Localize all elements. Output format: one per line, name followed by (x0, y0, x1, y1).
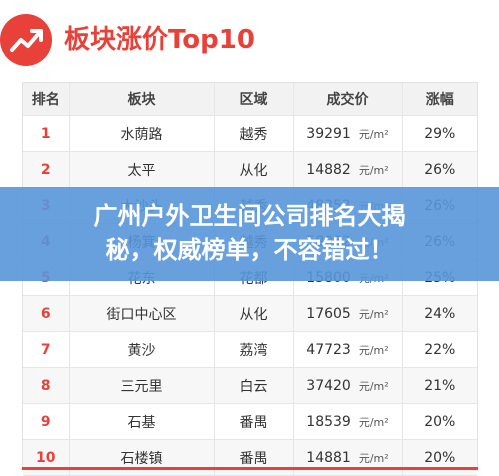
price-cell: 47723 元/m² (293, 331, 403, 368)
block-cell: 街口中心区 (69, 295, 215, 332)
rise-cell: 22% (402, 331, 477, 368)
price-cell: 14881 元/m² (293, 439, 403, 476)
area-cell: 白云 (214, 367, 294, 404)
rise-cell: 24% (402, 295, 477, 332)
table-row: 8 三元里 白云 37420 元/m² 21% (23, 367, 477, 404)
price-cell: 39291 元/m² (293, 115, 403, 152)
area-cell: 从化 (214, 295, 294, 332)
price-unit: 元/m² (358, 163, 389, 177)
banner-headline-line-2: 秘，权威榜单，不容错过！ (105, 236, 394, 264)
rise-cell: 29% (402, 115, 477, 152)
column-header-price: 成交价 (293, 83, 403, 116)
price-cell: 18539 元/m² (293, 403, 403, 440)
price-value: 14882 (306, 161, 351, 178)
area-cell: 番禺 (214, 403, 294, 440)
rank-cell: 8 (23, 367, 70, 404)
area-cell: 番禺 (214, 439, 294, 476)
price-value: 47723 (306, 341, 351, 358)
price-value: 39291 (306, 125, 351, 142)
table-row: 7 黄沙 荔湾 47723 元/m² 22% (23, 331, 477, 368)
block-cell: 三元里 (69, 367, 215, 404)
column-header-block: 板块 (69, 83, 215, 116)
price-value: 18539 (306, 413, 351, 430)
price-unit: 元/m² (358, 127, 389, 141)
table-row: 1 水荫路 越秀 39291 元/m² 29% (23, 115, 477, 152)
table-row: 6 街口中心区 从化 17605 元/m² 24% (23, 295, 477, 332)
price-cell: 37420 元/m² (293, 367, 403, 404)
block-cell: 黄沙 (69, 331, 215, 368)
rank-cell: 10 (23, 439, 70, 476)
table-row: 2 太平 从化 14882 元/m² 26% (23, 151, 477, 188)
rise-cell: 20% (402, 403, 477, 440)
page-title: 板块涨价Top10 (64, 25, 255, 55)
rank-cell: 9 (23, 403, 70, 440)
price-unit: 元/m² (358, 379, 389, 393)
price-unit: 元/m² (358, 415, 389, 429)
price-value: 17605 (306, 305, 351, 322)
rise-cell: 20% (402, 439, 477, 476)
column-header-rank: 排名 (23, 83, 70, 116)
rank-cell: 6 (23, 295, 70, 332)
rise-cell: 21% (402, 367, 477, 404)
table-row: 10 石楼镇 番禺 14881 元/m² 20% (23, 439, 477, 476)
rise-cell: 26% (402, 151, 477, 188)
column-header-rise: 涨幅 (402, 83, 477, 116)
rank-cell: 7 (23, 331, 70, 368)
overlay-banner: 广州户外卫生间公司排名大揭 秘，权威榜单，不容错过！ (0, 187, 499, 281)
price-unit: 元/m² (358, 307, 389, 321)
trend-up-icon (0, 14, 52, 66)
bottom-accent-bar (22, 467, 478, 470)
price-value: 37420 (306, 377, 351, 394)
banner-headline-line-1: 广州户外卫生间公司排名大揭 (93, 202, 406, 230)
area-cell: 从化 (214, 151, 294, 188)
block-cell: 太平 (69, 151, 215, 188)
rank-cell: 1 (23, 115, 70, 152)
price-unit: 元/m² (358, 343, 389, 357)
rank-cell: 2 (23, 151, 70, 188)
block-cell: 石基 (69, 403, 215, 440)
price-value: 14881 (306, 449, 351, 466)
table-header-row: 排名 板块 区域 成交价 涨幅 (23, 83, 477, 116)
area-cell: 荔湾 (214, 331, 294, 368)
block-cell: 水荫路 (69, 115, 215, 152)
table-row: 9 石基 番禺 18539 元/m² 20% (23, 403, 477, 440)
header: 板块涨价Top10 (0, 0, 499, 82)
price-unit: 元/m² (358, 451, 389, 465)
price-cell: 17605 元/m² (293, 295, 403, 332)
area-cell: 越秀 (214, 115, 294, 152)
block-cell: 石楼镇 (69, 439, 215, 476)
price-cell: 14882 元/m² (293, 151, 403, 188)
column-header-area: 区域 (214, 83, 294, 116)
